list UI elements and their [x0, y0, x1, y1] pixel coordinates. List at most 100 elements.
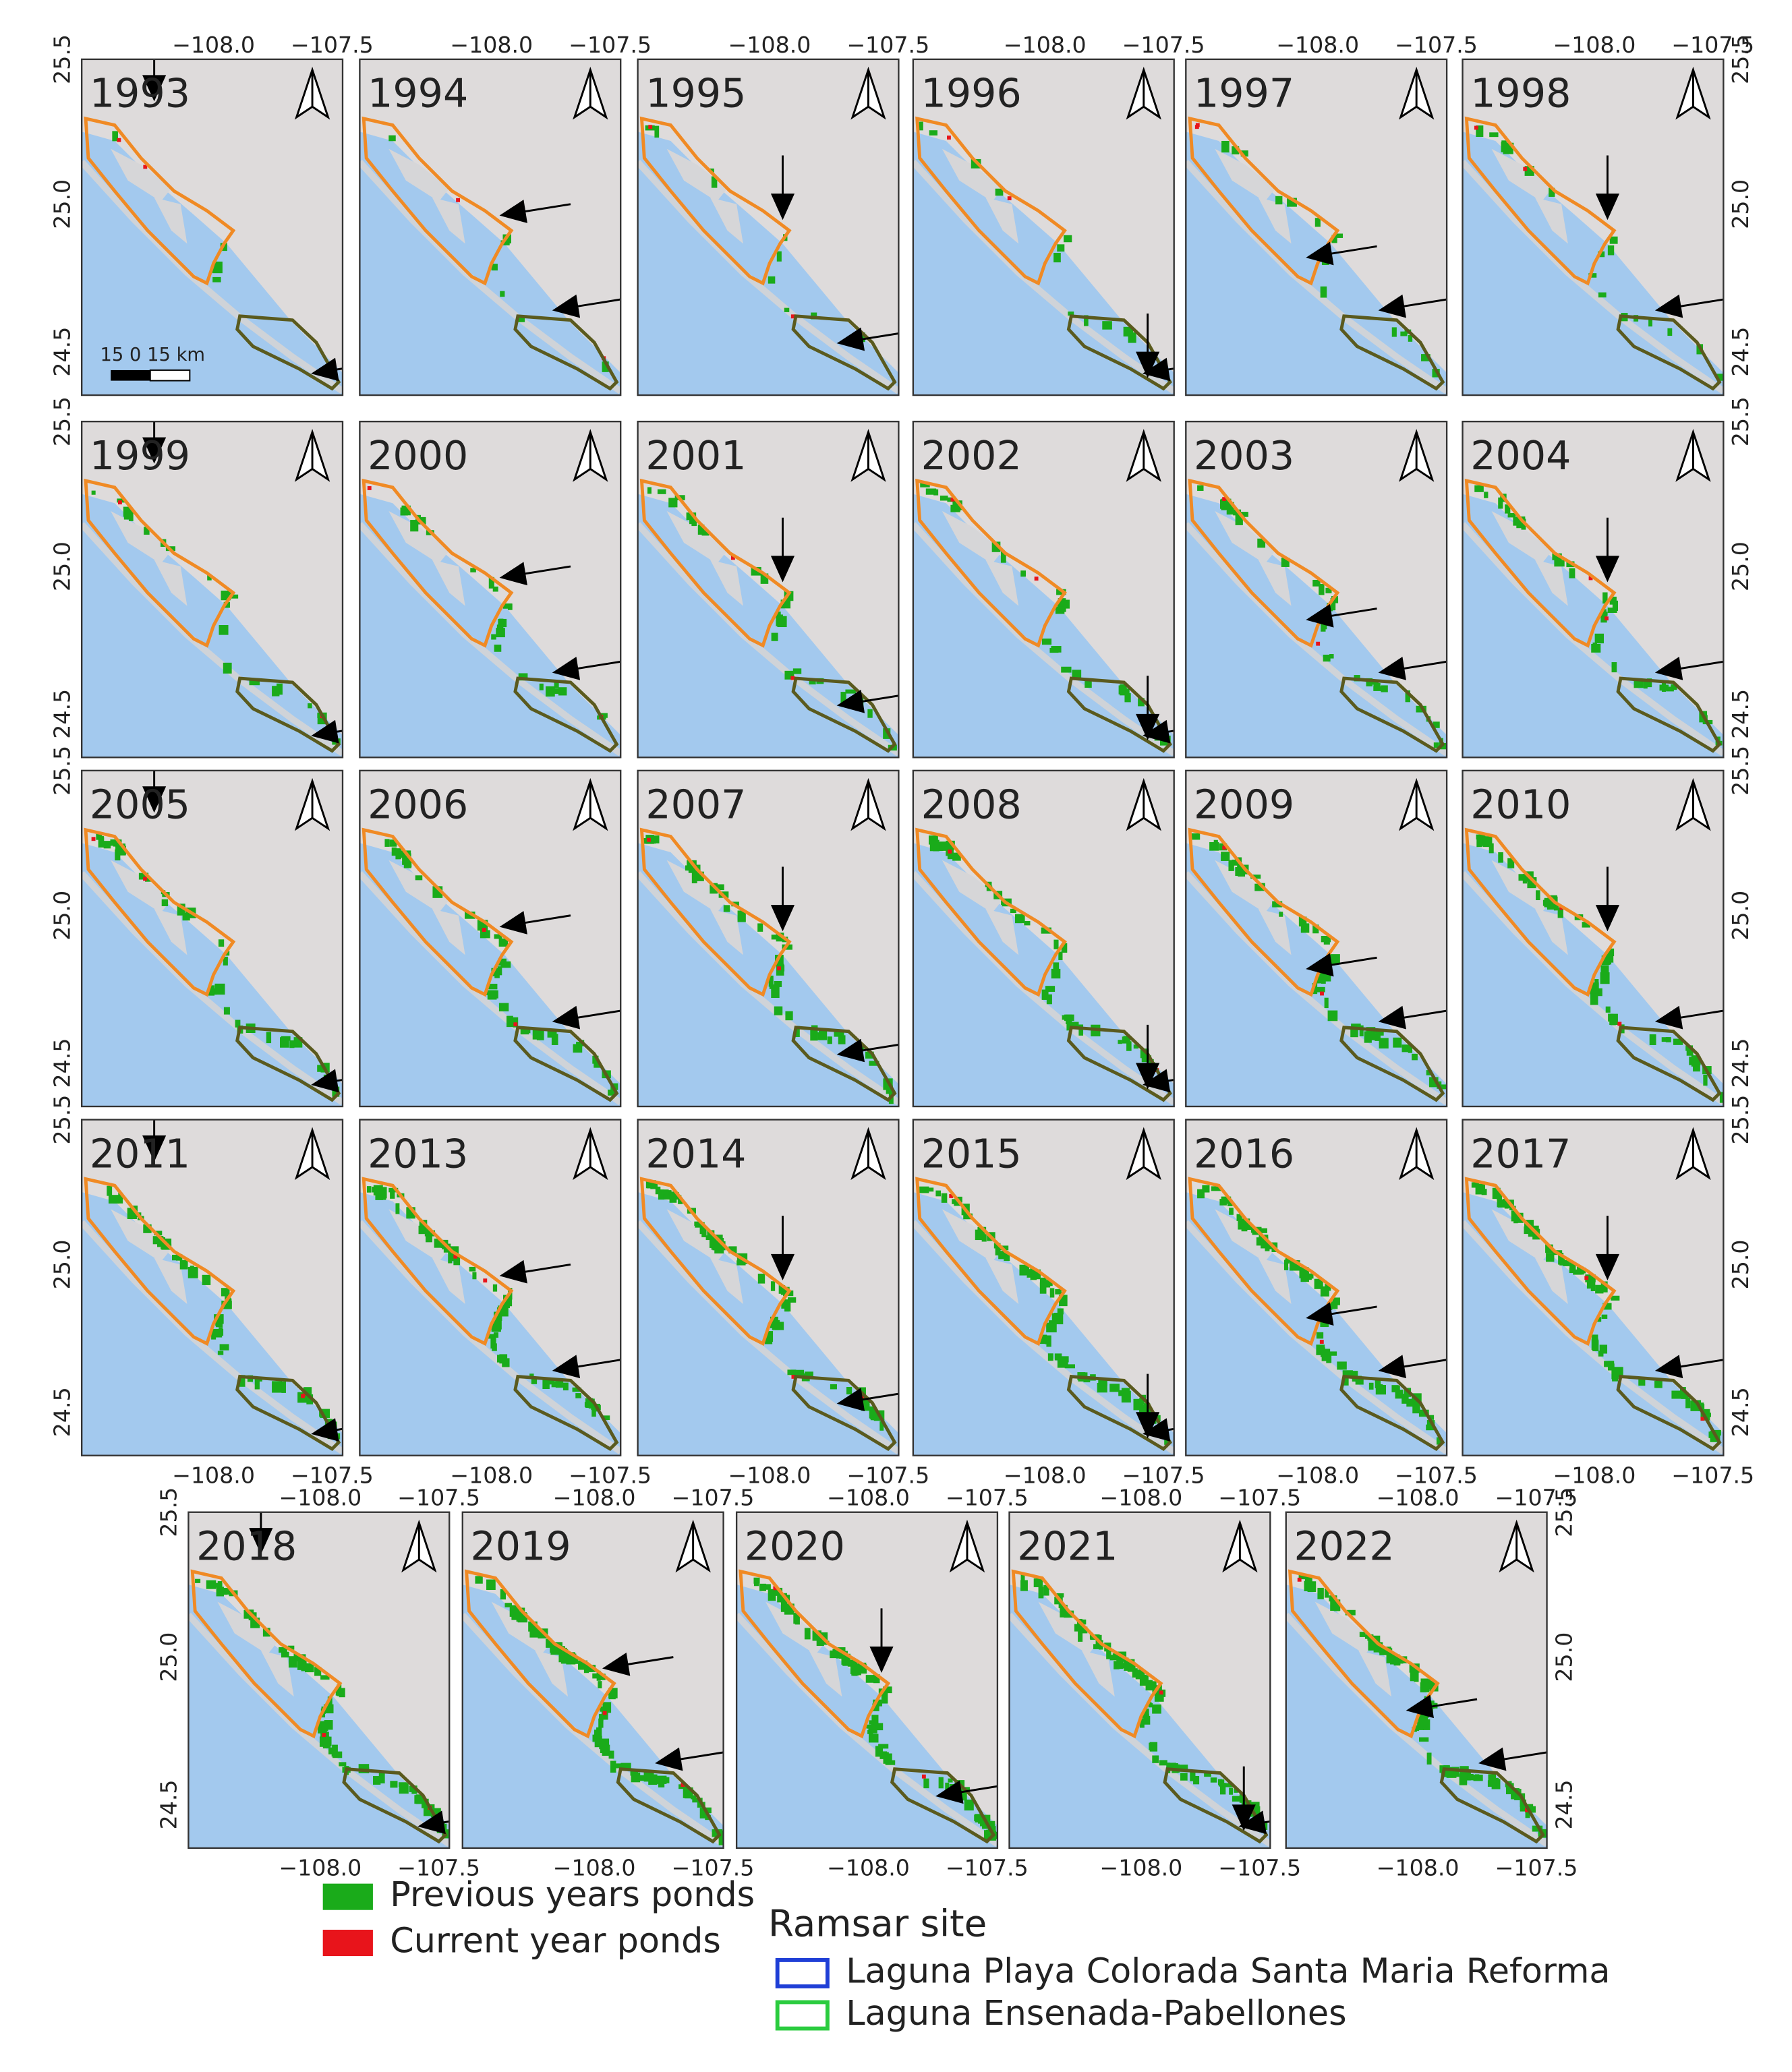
previous-pond	[1428, 1415, 1435, 1420]
previous-pond	[1020, 1580, 1028, 1591]
lat-tick-label: 25.5	[49, 746, 75, 796]
previous-pond	[1329, 1301, 1338, 1309]
previous-pond	[1000, 551, 1006, 563]
ramsar-boundary-south	[1616, 314, 1722, 391]
panel-frame	[1462, 420, 1725, 759]
previous-pond	[989, 1821, 995, 1831]
previous-pond	[1577, 1266, 1584, 1275]
previous-pond	[691, 1795, 696, 1800]
previous-pond	[592, 1673, 600, 1679]
lagoon-island	[432, 1257, 465, 1305]
lat-tick-label: 25.0	[49, 179, 75, 229]
legend-label: Laguna Playa Colorada Santa Maria Reform…	[846, 1951, 1610, 1990]
previous-pond	[839, 1651, 848, 1659]
map-panel: 2008	[912, 769, 1175, 1108]
previous-pond	[1433, 721, 1440, 728]
lagoon-island	[111, 1209, 172, 1262]
previous-pond	[768, 1589, 776, 1601]
previous-pond	[1189, 833, 1201, 840]
current-pond	[1523, 167, 1528, 171]
previous-pond	[603, 1415, 610, 1421]
lon-tick-label: −107.5	[397, 1855, 480, 1881]
lon-tick-label: −107.5	[291, 32, 374, 58]
previous-pond	[207, 575, 212, 581]
previous-pond	[171, 1254, 178, 1261]
arrow-head	[417, 1810, 446, 1835]
legend-title: Ramsar site	[768, 1901, 987, 1945]
previous-pond	[1544, 897, 1550, 906]
previous-pond	[780, 1601, 788, 1612]
previous-pond	[500, 240, 510, 245]
previous-pond	[867, 1729, 873, 1734]
previous-pond	[470, 568, 476, 572]
arrow-head	[1406, 1694, 1434, 1719]
previous-pond	[1405, 690, 1411, 703]
arrow-head	[602, 1652, 631, 1676]
previous-pond	[1053, 253, 1061, 263]
previous-pond	[1359, 1025, 1364, 1036]
previous-pond	[1601, 1314, 1608, 1319]
previous-pond	[498, 938, 509, 947]
map-panel: 2004 25.5 25.0 24.5	[1462, 396, 1754, 759]
previous-pond	[1149, 1742, 1157, 1750]
previous-pond	[1671, 1390, 1682, 1399]
previous-pond	[1590, 993, 1598, 1005]
previous-pond	[1649, 1034, 1656, 1045]
previous-pond	[658, 1189, 664, 1200]
previous-pond	[784, 307, 790, 312]
previous-pond	[496, 628, 505, 638]
lon-tick-label: −108.0	[827, 1485, 910, 1511]
previous-pond	[1221, 852, 1230, 861]
ramsar-boundary-north	[915, 827, 1067, 997]
previous-pond	[1376, 1031, 1384, 1036]
lagoon-island	[491, 1601, 552, 1655]
previous-pond	[649, 1772, 654, 1780]
lat-tick-label: 25.0	[49, 891, 75, 941]
lon-tick-label: −108.0	[450, 1462, 533, 1488]
previous-pond	[883, 728, 891, 739]
panel-frame	[637, 58, 900, 396]
previous-pond	[1014, 914, 1025, 924]
previous-pond	[1164, 1440, 1169, 1445]
previous-pond	[1180, 1773, 1188, 1781]
arrow-head	[499, 562, 527, 586]
previous-pond	[332, 1086, 340, 1097]
previous-pond	[1298, 1574, 1308, 1580]
year-label: 2006	[368, 782, 468, 828]
previous-pond	[481, 922, 488, 930]
previous-pond	[1617, 1369, 1622, 1373]
previous-pond	[1590, 1279, 1596, 1291]
previous-pond	[865, 1675, 876, 1683]
current-pond	[790, 314, 795, 319]
previous-pond	[175, 1253, 183, 1261]
previous-pond	[407, 1208, 413, 1213]
lat-tick-label: 25.0	[1727, 891, 1754, 941]
previous-pond	[434, 1238, 442, 1248]
previous-pond	[1330, 598, 1339, 603]
lon-tick-label: −108.0	[827, 1855, 910, 1881]
previous-pond	[928, 1187, 934, 1192]
lon-tick-label: −108.0	[1099, 1855, 1182, 1881]
previous-pond	[777, 1597, 783, 1603]
previous-pond	[556, 1646, 565, 1654]
previous-pond	[566, 1655, 576, 1665]
previous-pond	[1634, 680, 1644, 688]
previous-pond	[1323, 654, 1331, 662]
ramsar-boundary-north	[1288, 1569, 1440, 1739]
previous-pond	[805, 1371, 813, 1378]
previous-pond	[1145, 1680, 1153, 1691]
arrow-head	[836, 327, 865, 351]
previous-pond	[600, 1744, 609, 1754]
previous-pond	[1178, 1765, 1188, 1772]
current-pond	[367, 486, 372, 490]
previous-pond	[115, 849, 121, 861]
previous-pond	[1250, 875, 1261, 879]
ramsar-boundary-south	[791, 676, 897, 753]
arrow-head	[770, 1253, 795, 1280]
previous-pond	[107, 1185, 113, 1196]
previous-pond	[794, 1026, 800, 1037]
barrier-island	[359, 870, 621, 1106]
previous-pond	[212, 1328, 219, 1336]
previous-pond	[492, 1343, 497, 1351]
previous-pond	[1232, 1796, 1240, 1802]
